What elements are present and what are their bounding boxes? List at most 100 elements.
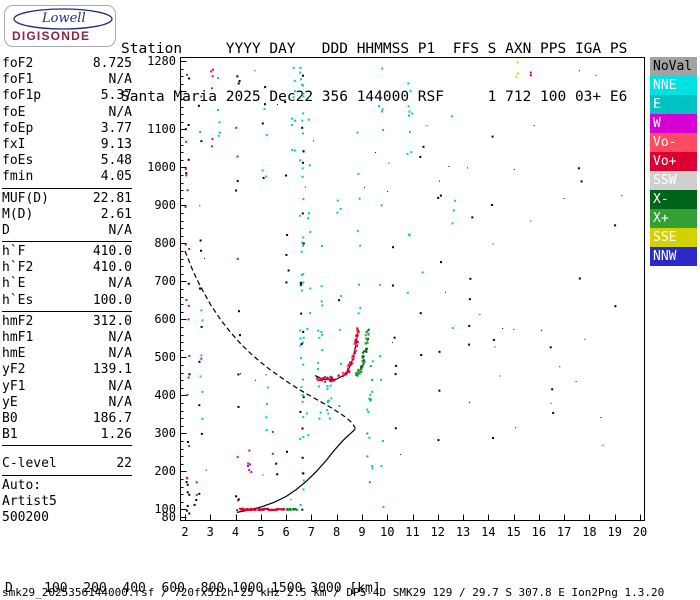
echo-dot — [244, 508, 247, 511]
param-value: 186.7 — [92, 410, 132, 426]
param-value: 410.0 — [92, 260, 132, 276]
noise-dot — [492, 243, 494, 245]
noise-dot — [317, 368, 319, 371]
noise-dot — [239, 334, 241, 337]
noise-dot — [369, 398, 372, 401]
echo-dot — [357, 372, 360, 375]
noise-dot — [300, 312, 303, 315]
echo-dot — [362, 361, 365, 364]
echo-dot — [344, 372, 347, 375]
axis-layer — [180, 57, 645, 521]
param-value: 312.0 — [92, 313, 132, 329]
noise-dot — [200, 325, 203, 328]
noise-dot — [264, 86, 267, 89]
noise-dot — [451, 327, 454, 330]
noise-dot — [302, 378, 305, 381]
noise-dot — [293, 79, 296, 82]
noise-dot — [411, 112, 414, 115]
noise-dot — [248, 469, 251, 472]
noise-dot — [302, 112, 305, 115]
noise-dot — [294, 119, 297, 122]
echo-dot — [356, 327, 359, 330]
echo-dot — [351, 359, 354, 362]
echo-dot — [354, 341, 357, 344]
noise-dot — [421, 271, 424, 274]
noise-dot — [186, 393, 189, 396]
noise-dot — [275, 462, 278, 465]
noise-dot — [217, 109, 219, 112]
noise-dot — [317, 385, 320, 388]
noise-dot — [408, 110, 411, 113]
noise-dot — [300, 250, 303, 253]
param-value: 22.81 — [92, 190, 132, 206]
noise-dot — [530, 220, 532, 222]
noise-dot — [614, 224, 617, 227]
noise-dot — [185, 509, 188, 512]
noise-dot — [380, 378, 383, 381]
echo-dot — [360, 367, 363, 370]
param-label: yF1 — [2, 378, 26, 394]
echo-dot — [337, 374, 340, 377]
echo-dot — [351, 356, 354, 359]
param-row-foF1p: foF1p 5.37 — [2, 88, 132, 104]
logo-digisonde-text: DIGISONDE — [12, 29, 91, 43]
noise-dot — [235, 495, 238, 498]
noise-dot — [437, 439, 440, 442]
noise-dot — [328, 417, 331, 420]
noise-dot — [200, 357, 203, 360]
noise-dot — [210, 145, 213, 148]
noise-dot — [302, 92, 305, 95]
noise-dot — [301, 119, 304, 122]
noise-dot — [563, 198, 565, 199]
noise-dot — [236, 155, 239, 158]
noise-dot — [200, 309, 203, 312]
curve-bottomside-true-height-profile — [236, 428, 356, 513]
noise-dot — [468, 343, 471, 346]
noise-dot — [326, 409, 329, 411]
noise-dot — [205, 469, 207, 471]
noise-dot — [321, 333, 324, 336]
echo-dot — [357, 330, 360, 333]
parameter-readout-panel: foF2 8.725 foF1 N/A foF1p 5.37 foE N/A foEp 3.77 f… — [2, 56, 132, 526]
noise-dot — [200, 95, 203, 98]
echo-dot — [356, 332, 359, 335]
echo-dot — [323, 376, 326, 379]
noise-dot — [236, 180, 239, 183]
echo-dot — [241, 507, 244, 510]
param-row-hmF2: hmF2 312.0 — [2, 314, 132, 330]
noise-dot — [247, 462, 250, 465]
noise-dot — [306, 328, 309, 330]
legend-item-NNW: NNW — [650, 247, 697, 266]
noise-dot — [578, 70, 580, 72]
noise-dot — [276, 473, 279, 476]
noise-dot — [302, 472, 305, 475]
echo-dot — [359, 370, 362, 373]
echo-dot — [357, 370, 360, 373]
autoscaling-info: Artist5 — [2, 493, 57, 509]
echo-dot — [267, 508, 270, 511]
param-label: h`F — [2, 244, 26, 260]
noise-dot — [375, 152, 377, 153]
param-label: yE — [2, 394, 18, 410]
echo-dot — [367, 333, 370, 336]
noise-dot — [211, 87, 214, 90]
noise-dot — [381, 67, 384, 70]
autoscaling-info: Auto: — [2, 477, 42, 493]
x-tick-label: 14 — [481, 525, 496, 539]
noise-dot — [287, 269, 290, 272]
legend-item-X+: X+ — [650, 209, 697, 228]
noise-dot — [265, 403, 268, 406]
param-label: fxI — [2, 136, 26, 152]
noise-dot — [302, 479, 305, 482]
noise-dot — [290, 124, 293, 126]
noise-dot — [479, 314, 481, 316]
noise-dot — [249, 463, 251, 466]
header-field-names-row: Station YYYY DAY DDD HHMMSS P1 FFS S AXN… — [121, 41, 628, 57]
echo-dot — [342, 374, 345, 377]
y-tick-label: 500 — [154, 350, 176, 365]
noise-dot — [299, 66, 302, 69]
noise-dot — [533, 125, 535, 127]
echo-dot — [282, 507, 285, 510]
echo-dot — [242, 508, 245, 511]
noise-dot — [369, 399, 372, 402]
